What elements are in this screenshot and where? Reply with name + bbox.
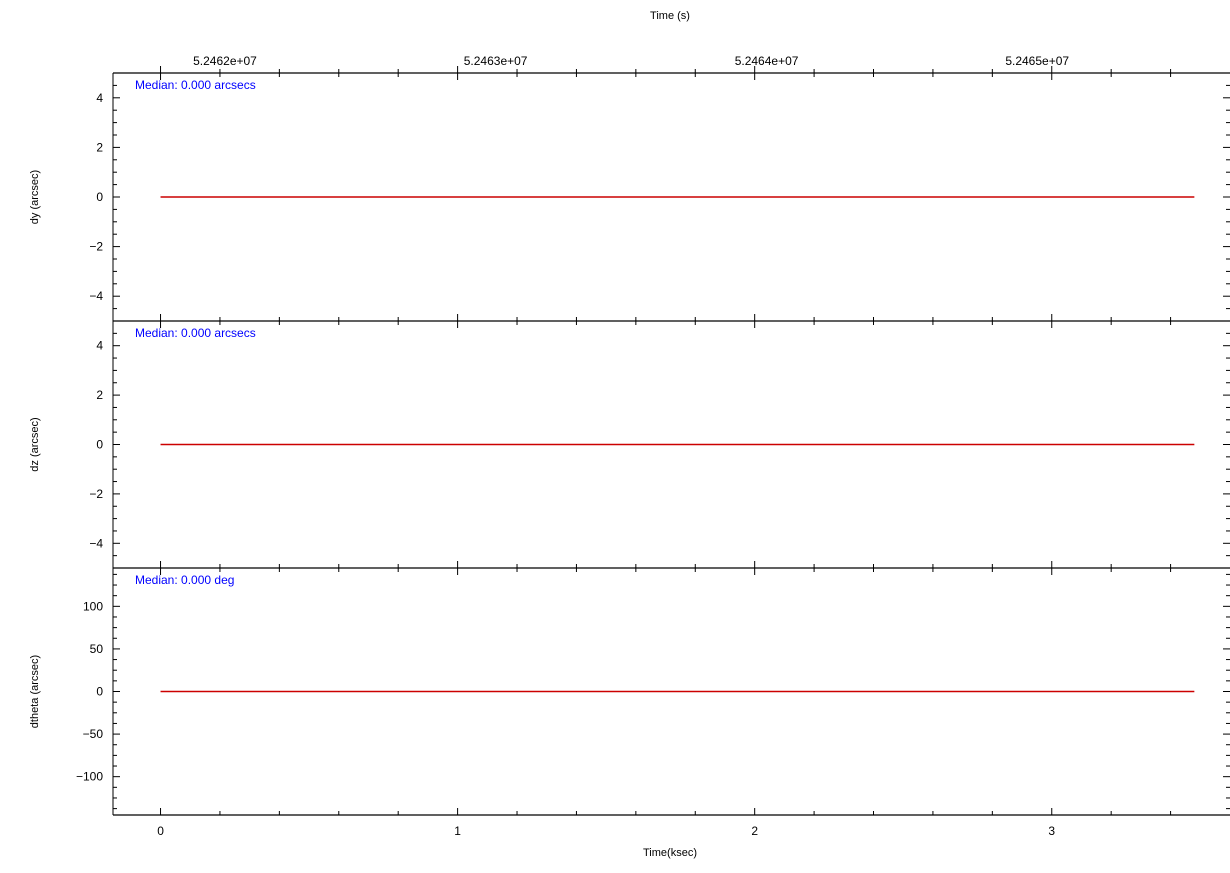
- y-tick-label: 50: [90, 642, 104, 656]
- y-axis-label: dy (arcsec): [29, 170, 41, 224]
- bottom-tick-label: 0: [157, 824, 164, 838]
- bottom-tick-label: 2: [751, 824, 758, 838]
- y-tick-label: 0: [96, 685, 103, 699]
- y-tick-label: −2: [89, 487, 103, 501]
- y-tick-label: 2: [96, 140, 103, 154]
- top-axis-label: Time (s): [650, 10, 690, 22]
- y-tick-label: −100: [76, 770, 103, 784]
- y-tick-label: 0: [96, 190, 103, 204]
- y-tick-label: 4: [96, 91, 103, 105]
- y-tick-label: −2: [89, 240, 103, 254]
- top-axis-ticks: 5.2462e+07 5.2463e+07 5.2464e+07 5.2465e+07: [193, 54, 1069, 68]
- bottom-axis-label: Time(ksec): [643, 847, 697, 859]
- panel-1: −4 −2 0 2 4 dz (arcsec) Median: 0.000 arcsecs: [29, 314, 1230, 569]
- bottom-tick-label: 1: [454, 824, 461, 838]
- y-tick-label: −4: [89, 289, 103, 303]
- median-label: Median: 0.000 deg: [135, 573, 234, 587]
- median-label: Median: 0.000 arcsecs: [135, 326, 256, 340]
- bottom-tick-label: 3: [1048, 824, 1055, 838]
- y-tick-label: 0: [96, 438, 103, 452]
- panel-2: −100 −50 0 50 100 dtheta (arcsec) Median: 0.00…: [29, 561, 1230, 816]
- top-tick-label: 5.2465e+07: [1005, 54, 1069, 68]
- y-tick-label: 100: [83, 599, 103, 613]
- top-tick-label: 5.2462e+07: [193, 54, 257, 68]
- y-tick-label: 4: [96, 339, 103, 353]
- y-axis-label: dtheta (arcsec): [29, 655, 41, 728]
- y-tick-label: 2: [96, 388, 103, 402]
- panel-0: −4 −2 0 2 4 dy (arcsec) Median: 0.000 arcsecs: [29, 66, 1230, 322]
- median-label: Median: 0.000 arcsecs: [135, 78, 256, 92]
- bottom-axis-ticks: 0 1 2 3: [157, 824, 1055, 838]
- y-axis-label: dz (arcsec): [29, 417, 41, 471]
- top-tick-label: 5.2464e+07: [735, 54, 799, 68]
- top-tick-label: 5.2463e+07: [464, 54, 528, 68]
- y-tick-label: −4: [89, 536, 103, 550]
- y-tick-label: −50: [83, 727, 104, 741]
